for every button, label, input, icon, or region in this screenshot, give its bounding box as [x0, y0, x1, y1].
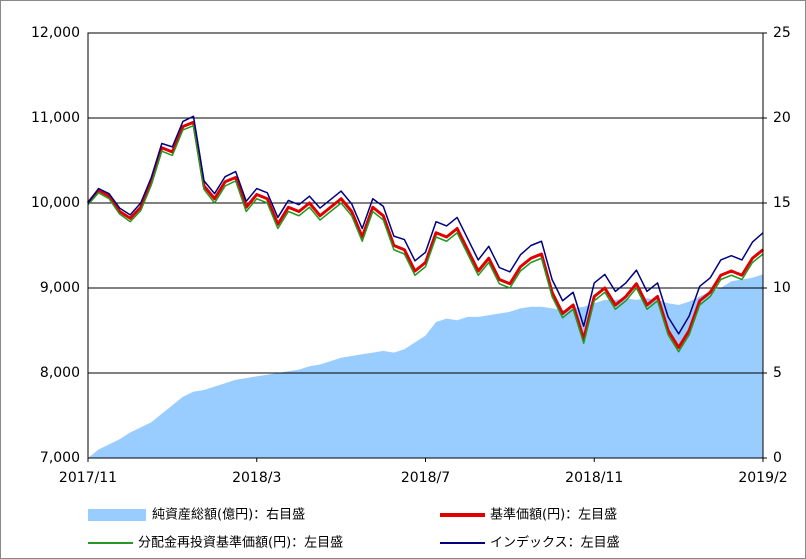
y-tick-label: 11,000: [31, 110, 80, 126]
y-tick-label: 7,000: [40, 450, 80, 466]
y2-tick-label: 10: [773, 280, 791, 296]
y2-tick-label: 5: [773, 365, 782, 381]
y-tick-label: 8,000: [40, 365, 80, 381]
y2-tick-label: 0: [773, 450, 782, 466]
legend-swatch: [88, 509, 146, 521]
x-tick-label: 2018/11: [565, 470, 623, 486]
line: [87, 115, 764, 335]
area: [88, 274, 763, 458]
line: [87, 124, 764, 353]
y2-tick-label: 20: [773, 110, 791, 126]
y-tick-label: 9,000: [40, 280, 80, 296]
x-tick-label: 2017/11: [59, 470, 117, 486]
y-tick-label: 12,000: [31, 25, 80, 41]
x-tick-label: 2019/2: [738, 470, 787, 486]
legend-label: インデックス：左目盛: [490, 535, 620, 551]
y2-tick-label: 25: [773, 25, 791, 41]
y2-tick-label: 15: [773, 195, 791, 211]
x-tick-label: 2018/3: [232, 470, 281, 486]
x-tick-label: 2018/7: [401, 470, 450, 486]
legend-label: 純資産総額(億円)：右目盛: [152, 507, 305, 523]
legend-label: 基準価額(円)：左目盛: [490, 507, 617, 523]
legend-label: 分配金再投資基準価額(円)：左目盛: [138, 535, 343, 551]
y-tick-label: 10,000: [31, 195, 80, 211]
